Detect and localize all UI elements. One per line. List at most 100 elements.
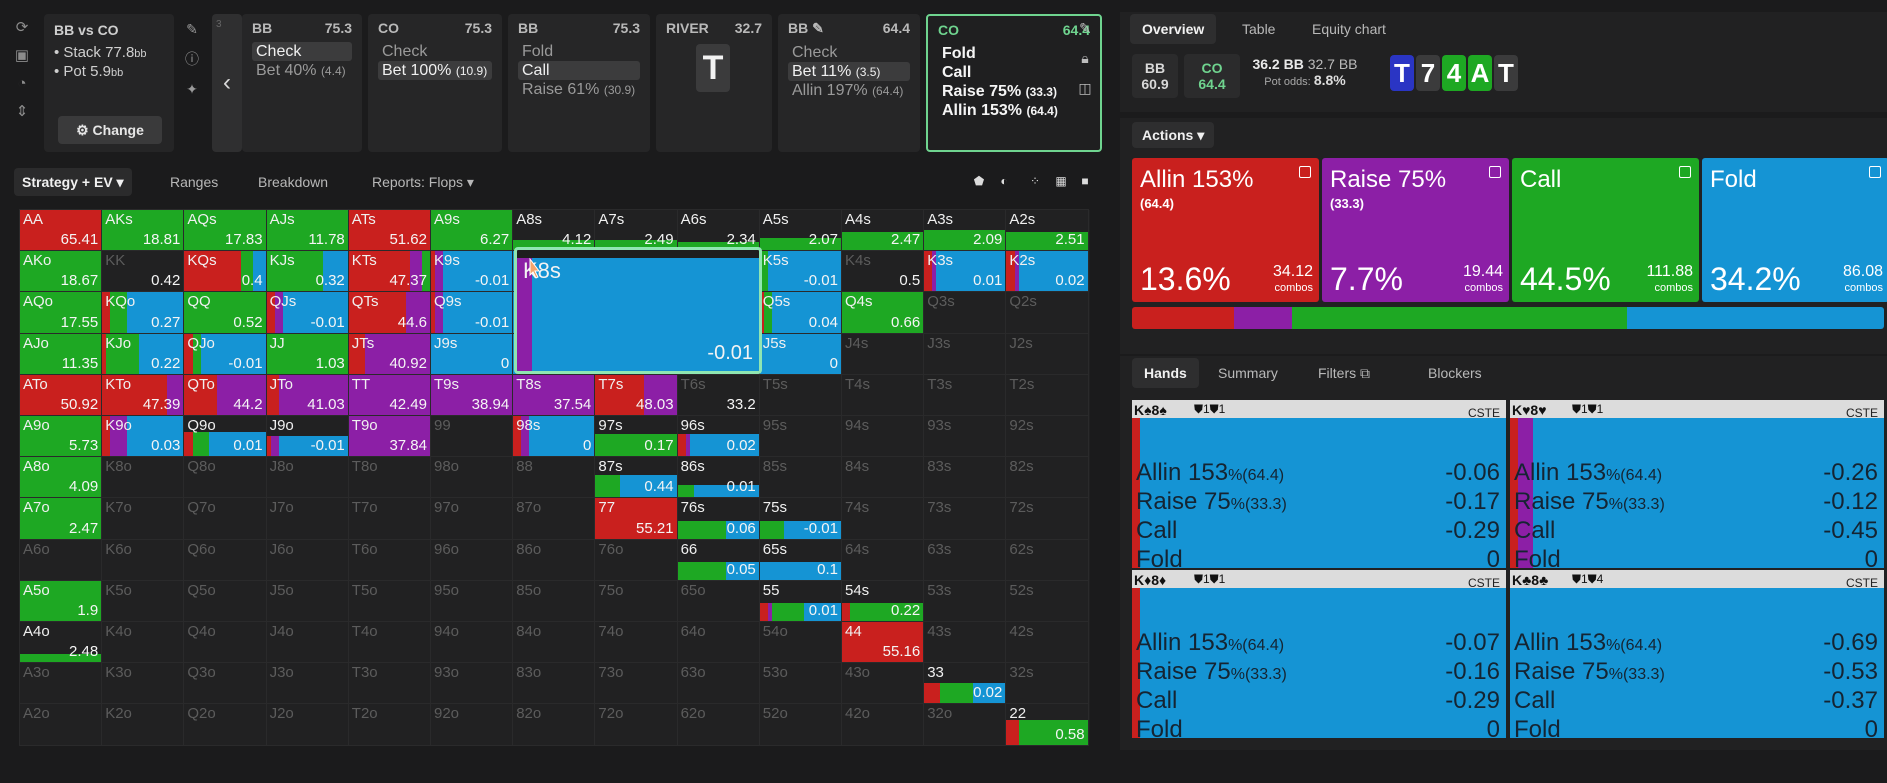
hand-cell[interactable]: 87s 0.44 xyxy=(594,456,678,499)
details-icon[interactable] xyxy=(1299,166,1311,178)
node-card-1[interactable]: CO 75.3 Check Bet 100% (10.9) xyxy=(368,14,502,152)
hand-cell[interactable]: QTs 44.6 xyxy=(347,291,431,334)
hand-cell[interactable]: 62s xyxy=(1005,538,1089,581)
tab-ranges[interactable]: Ranges xyxy=(170,174,219,190)
hand-cell[interactable]: A8o 4.09 xyxy=(18,456,103,499)
hand-cell[interactable]: 64o xyxy=(676,620,760,664)
hand-cell[interactable]: 97s 0.17 xyxy=(594,414,678,458)
node-card-0[interactable]: BB 75.3 Check Bet 40% (4.4) xyxy=(242,14,362,152)
node-action-option[interactable]: Fold xyxy=(522,43,554,60)
node-action-option[interactable]: Call xyxy=(942,64,972,81)
hand-cell[interactable]: Q9s -0.01 xyxy=(429,291,514,334)
hand-cell[interactable]: 95o xyxy=(429,579,514,622)
hand-cell[interactable]: 32o xyxy=(923,703,1007,746)
hand-cell[interactable]: J4s xyxy=(840,332,925,375)
node-card-3[interactable]: RIVER 32.7 T xyxy=(656,14,772,152)
hand-cell[interactable]: 65o xyxy=(676,579,760,622)
hand-cell[interactable]: 43s xyxy=(923,620,1007,664)
hand-cell[interactable]: A5s 2.07 xyxy=(758,208,842,252)
hand-cell[interactable]: J3o xyxy=(265,662,349,705)
hand-cell[interactable]: 75o xyxy=(594,579,678,622)
hand-cell[interactable]: A8s 4.12 xyxy=(512,208,596,252)
actions-dropdown[interactable]: Actions ▾ xyxy=(1132,122,1215,148)
hand-cell[interactable]: 85s xyxy=(758,456,842,499)
small-grid-icon[interactable]: ⁘ xyxy=(1029,174,1041,188)
tab-filters[interactable]: Filters ⧉ xyxy=(1318,365,1370,381)
gamepad-icon[interactable]: ◔ xyxy=(17,75,27,92)
hand-cell[interactable]: J7o xyxy=(265,497,349,540)
hand-cell[interactable]: K2s 0.02 xyxy=(1005,250,1089,293)
hand-cell[interactable]: A4o 2.48 xyxy=(18,620,103,664)
hand-cell[interactable]: 74s xyxy=(840,497,925,540)
hand-cell[interactable]: AA 65.41 xyxy=(18,208,103,252)
hand-cell[interactable]: 73s xyxy=(923,497,1007,540)
hand-cell[interactable]: K2o xyxy=(101,703,185,746)
hand-cell[interactable]: 76o xyxy=(594,538,678,581)
tab-equity-chart[interactable]: Equity chart xyxy=(1312,21,1386,37)
hand-cell[interactable]: A7o 2.47 xyxy=(18,497,103,540)
hand-cell[interactable]: KJs 0.32 xyxy=(265,250,349,293)
hand-cell[interactable]: 63o xyxy=(676,662,760,705)
hand-cell[interactable]: QJo -0.01 xyxy=(183,332,267,375)
hand-combo-card[interactable]: K♠8♠ ⛊1⛊1 CSTE Allin 153%(64.4) -0.06 Raise 7… xyxy=(1132,400,1506,568)
hand-cell[interactable]: 86s 0.01 xyxy=(676,456,760,499)
tab-table[interactable]: Table xyxy=(1242,21,1276,37)
hand-cell[interactable]: KQs 0.4 xyxy=(183,250,267,293)
hand-cell[interactable]: A5o 1.9 xyxy=(18,579,103,622)
node-action-option[interactable]: Fold xyxy=(942,45,976,62)
hand-cell[interactable]: AKs 18.81 xyxy=(101,208,185,252)
hand-cell[interactable]: QQ 0.52 xyxy=(183,291,267,334)
node-action-option[interactable]: Check xyxy=(792,44,838,61)
details-icon[interactable] xyxy=(1679,166,1691,178)
hand-cell[interactable]: 83o xyxy=(512,662,596,705)
hand-cell[interactable]: A3s 2.09 xyxy=(923,208,1007,252)
node-card-4[interactable]: BB ✎ 64.4 Check Bet 11% (3.5) Allin 197% (6… xyxy=(778,14,920,152)
lock-icon[interactable]: 🔒︎ xyxy=(1081,50,1089,66)
hand-cell[interactable]: AJo 11.35 xyxy=(18,332,103,375)
hand-cell[interactable]: 94s xyxy=(840,414,925,458)
hand-cell[interactable]: 98o xyxy=(429,456,514,499)
hand-cell[interactable]: 96o xyxy=(429,538,514,581)
hand-cell[interactable]: 94o xyxy=(429,620,514,664)
save-icon[interactable]: ▣ xyxy=(14,47,30,64)
hand-cell[interactable]: T6s 33.2 xyxy=(676,373,760,416)
hand-cell[interactable]: 33 0.02 xyxy=(923,662,1007,705)
hand-cell[interactable]: JJ 1.03 xyxy=(265,332,349,375)
node-action-option[interactable]: Raise 75% (33.3) xyxy=(942,83,1057,100)
hand-cell[interactable]: AKo 18.67 xyxy=(18,250,103,293)
tab-strategy-ev[interactable]: Strategy + EV ▾ xyxy=(14,168,132,196)
hand-cell[interactable]: T4s xyxy=(840,373,925,416)
hand-cell[interactable]: A2o xyxy=(18,703,103,746)
hand-cell[interactable]: 97o xyxy=(429,497,514,540)
palette-icon[interactable]: ✦ xyxy=(186,81,198,97)
hand-cell[interactable]: 42s xyxy=(1005,620,1089,664)
hand-cell[interactable]: 99 xyxy=(429,414,514,458)
node-card-5[interactable]: CO 64.4 Fold Call Raise 75% (33.3) Allin 15… xyxy=(926,14,1102,152)
tab-summary[interactable]: Summary xyxy=(1218,365,1278,381)
hand-cell[interactable]: KTs 47.37 xyxy=(347,250,431,293)
hand-cell[interactable]: 82s xyxy=(1005,456,1089,499)
hand-cell[interactable]: 77 55.21 xyxy=(594,497,678,540)
details-icon[interactable] xyxy=(1489,166,1501,178)
tab-overview[interactable]: Overview xyxy=(1130,14,1217,44)
hand-cell[interactable]: K7o xyxy=(101,497,185,540)
hand-cell[interactable]: 95s xyxy=(758,414,842,458)
hand-cell[interactable]: 32s xyxy=(1005,662,1089,705)
hand-cell[interactable]: K3o xyxy=(101,662,185,705)
hand-cell[interactable]: 53s xyxy=(923,579,1007,622)
hand-cell[interactable]: Q9o 0.01 xyxy=(183,414,267,458)
hand-cell[interactable]: 85o xyxy=(512,579,596,622)
hand-cell[interactable]: T8s 37.54 xyxy=(512,373,596,416)
details-icon[interactable] xyxy=(1869,166,1881,178)
hand-cell[interactable]: A7s 2.49 xyxy=(594,208,678,252)
cube-view-icon[interactable]: ⬟ xyxy=(973,174,985,188)
hand-cell[interactable]: J2o xyxy=(265,703,349,746)
hand-cell[interactable]: 84s xyxy=(840,456,925,499)
hand-cell[interactable]: J5s 0 xyxy=(758,332,842,375)
hand-cell[interactable]: J9s 0 xyxy=(429,332,514,375)
node-action-option[interactable]: Bet 40% (4.4) xyxy=(256,62,346,79)
hand-cell[interactable]: Q5s 0.04 xyxy=(758,291,842,334)
contrast-view-icon[interactable]: ◐ xyxy=(1000,174,1008,188)
hand-cell[interactable]: T5o xyxy=(347,579,431,622)
hand-cell[interactable]: J2s xyxy=(1005,332,1089,375)
